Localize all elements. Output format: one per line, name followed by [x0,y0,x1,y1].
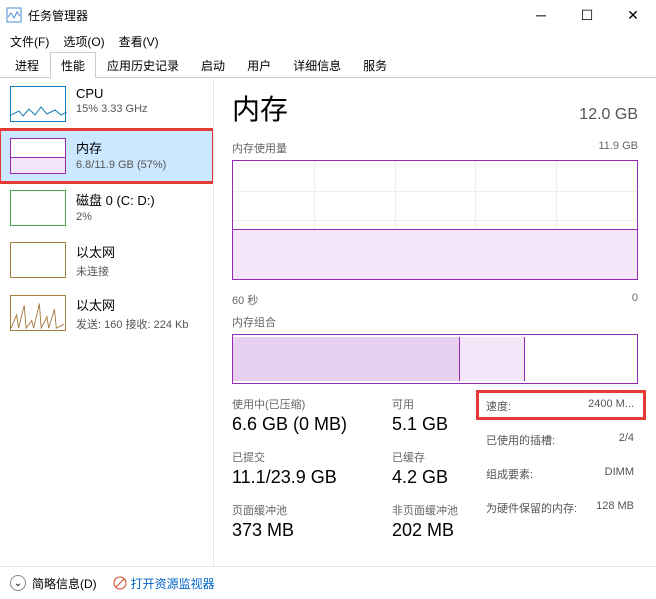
total-memory: 12.0 GB [579,106,638,124]
menu-file[interactable]: 文件(F) [4,31,55,52]
main-panel: 内存 12.0 GB 内存使用量 11.9 GB 60 秒 0 内存组合 使用中… [214,78,656,566]
titlebar: 任务管理器 ─ ☐ ✕ [0,0,656,30]
info-row-1: 已使用的插槽:2/4 [482,430,638,450]
tab-3[interactable]: 启动 [190,52,236,78]
disk-thumb [10,190,66,226]
sidebar-item-cpu[interactable]: CPU 15% 3.33 GHz [0,78,213,130]
app-icon [6,7,22,23]
nonpaged-value: 202 MB [392,520,482,541]
tabs: 进程性能应用历史记录启动用户详细信息服务 [0,52,656,78]
brief-toggle[interactable]: ⌄ 简略信息(D) [10,575,97,592]
sidebar-item-name: 以太网 [76,242,115,261]
avail-value: 5.1 GB [392,414,482,435]
footer: ⌄ 简略信息(D) 打开资源监视器 [0,566,656,599]
cached-value: 4.2 GB [392,467,482,488]
mem-thumb [10,138,66,174]
sidebar-item-eth0[interactable]: 以太网未连接 [0,234,213,287]
cpu-thumb [10,86,66,122]
menu-view[interactable]: 查看(V) [113,31,165,52]
tab-1[interactable]: 性能 [50,52,96,78]
window-buttons: ─ ☐ ✕ [518,0,656,30]
info-row-3: 为硬件保留的内存:128 MB [482,498,638,518]
close-button[interactable]: ✕ [610,0,656,30]
cached-label: 已缓存 [392,449,482,465]
tab-2[interactable]: 应用历史记录 [96,52,190,78]
sidebar-item-name: CPU [76,86,148,101]
sidebar-item-sub: 15% 3.33 GHz [76,103,148,115]
eth-thumb [10,242,66,278]
menubar: 文件(F) 选项(O) 查看(V) [0,30,656,52]
sidebar-item-name: 内存 [76,138,166,157]
nonpaged-label: 非页面缓冲池 [392,502,482,518]
paged-value: 373 MB [232,520,392,541]
info-row-2: 组成要素:DIMM [482,464,638,484]
memory-usage-chart [232,160,638,280]
open-resmon-link[interactable]: 打开资源监视器 [113,575,215,592]
axis-right: 0 [632,292,638,308]
in-use-value: 6.6 GB (0 MB) [232,414,392,435]
in-use-label: 使用中(已压缩) [232,396,392,412]
sidebar-item-name: 以太网 [76,295,189,314]
sidebar-item-sub: 发送: 160 接收: 224 Kb [76,316,189,332]
usage-max: 11.9 GB [598,140,638,156]
menu-options[interactable]: 选项(O) [57,31,110,52]
tab-0[interactable]: 进程 [4,52,50,78]
sidebar-item-mem[interactable]: 内存 6.8/11.9 GB (57%) [0,130,213,182]
page-title: 内存 [232,88,288,128]
sidebar-item-sub: 6.8/11.9 GB (57%) [76,159,166,171]
resmon-icon [113,576,127,590]
avail-label: 可用 [392,396,482,412]
sidebar: CPU 15% 3.33 GHz 内存 6.8/11.9 GB (57%) 磁盘 0 (… [0,78,214,566]
axis-left: 60 秒 [232,292,258,308]
paged-label: 页面缓冲池 [232,502,392,518]
sidebar-item-sub: 2% [76,211,155,223]
window-title: 任务管理器 [28,7,518,24]
memory-composition-chart [232,334,638,384]
sidebar-item-disk[interactable]: 磁盘 0 (C: D:) 2% [0,182,213,234]
maximize-button[interactable]: ☐ [564,0,610,30]
comp-label: 内存组合 [232,314,276,330]
usage-label: 内存使用量 [232,140,287,156]
sidebar-item-eth1[interactable]: 以太网发送: 160 接收: 224 Kb [0,287,213,340]
tab-6[interactable]: 服务 [352,52,398,78]
sidebar-item-name: 磁盘 0 (C: D:) [76,190,155,209]
chevron-down-icon: ⌄ [10,575,26,591]
tab-4[interactable]: 用户 [236,52,282,78]
commit-value: 11.1/23.9 GB [232,467,392,488]
commit-label: 已提交 [232,449,392,465]
info-row-0: 速度:2400 M... [482,396,638,416]
sidebar-item-sub: 未连接 [76,263,115,279]
tab-5[interactable]: 详细信息 [282,52,352,78]
minimize-button[interactable]: ─ [518,0,564,30]
eth-thumb [10,295,66,331]
info-column: 速度:2400 M... 已使用的插槽:2/4 组成要素:DIMM 为硬件保留的内存:… [482,396,638,541]
